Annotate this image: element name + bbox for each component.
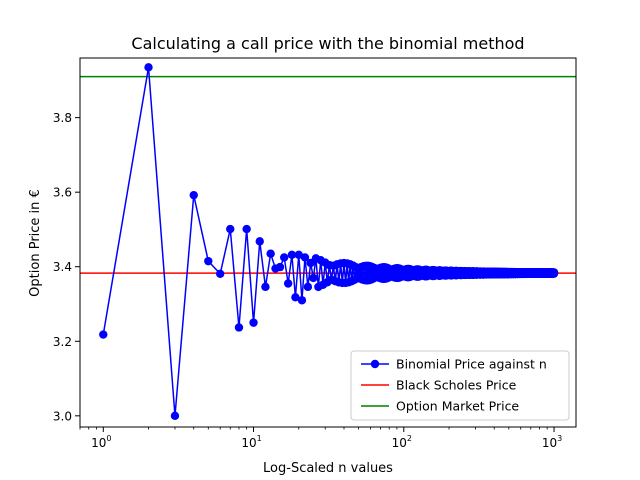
binomial-point — [300, 253, 310, 262]
legend-box — [350, 350, 570, 421]
binomial-point — [226, 224, 235, 234]
legend-swatch-marker — [370, 359, 380, 369]
binomial-series — [99, 63, 559, 421]
x-tick-base: 10 — [542, 436, 557, 450]
x-tick-label: 103 — [542, 434, 562, 450]
legend-label: Binomial Price against n — [396, 357, 547, 372]
x-tick-base: 10 — [241, 436, 256, 450]
x-tick-exponent: 3 — [557, 434, 562, 443]
binomial-point — [99, 330, 108, 339]
binomial-point — [275, 262, 285, 272]
x-tick-label: 102 — [392, 434, 412, 450]
binomial-point — [266, 249, 275, 258]
binomial-point — [249, 318, 258, 327]
binomial-point — [280, 253, 289, 262]
y-tick-label: 3.4 — [53, 260, 72, 274]
x-tick-base: 10 — [91, 436, 106, 450]
binomial-point — [303, 282, 313, 292]
y-axis: 3.0 3.2 3.4 3.6 3.8 — [53, 111, 80, 423]
x-tick-exponent: 1 — [257, 434, 262, 443]
binomial-point — [170, 411, 180, 421]
binomial-point — [287, 250, 297, 259]
x-tick-exponent: 2 — [407, 434, 412, 443]
binomial-point — [234, 323, 244, 332]
y-tick-label: 3.0 — [53, 409, 72, 423]
binomial-point — [216, 269, 225, 279]
x-tick-exponent: 0 — [106, 434, 111, 443]
y-tick-label: 3.6 — [53, 186, 72, 200]
plot-area — [79, 57, 577, 428]
binomial-point — [291, 293, 300, 302]
binomial-point — [283, 279, 293, 288]
binomial-point — [204, 256, 213, 266]
y-axis-label: Option Price in € — [28, 189, 43, 297]
chart-title: Calculating a call price with the binomi… — [131, 34, 524, 53]
x-tick-label: 101 — [241, 434, 261, 450]
legend: Binomial Price against n Black Scholes Pr… — [350, 350, 570, 421]
x-tick-base: 10 — [392, 436, 407, 450]
x-axis: 100 101 102 103 — [79, 427, 562, 450]
legend-label: Option Market Price — [396, 399, 519, 414]
binomial-point — [297, 296, 307, 305]
binomial-point — [144, 63, 153, 72]
x-axis-label: Log-Scaled n values — [263, 461, 393, 476]
binomial-point — [255, 237, 264, 246]
binomial-point — [549, 268, 559, 277]
y-tick-label: 3.8 — [53, 111, 72, 125]
binomial-point — [189, 190, 198, 200]
y-tick-label: 3.2 — [53, 335, 72, 349]
legend-label: Black Scholes Price — [396, 378, 517, 393]
x-tick-label: 100 — [91, 434, 111, 450]
binomial-point — [242, 224, 251, 234]
binomial-point — [261, 282, 270, 292]
axes-frame — [79, 57, 577, 428]
binomial-point — [309, 273, 318, 283]
